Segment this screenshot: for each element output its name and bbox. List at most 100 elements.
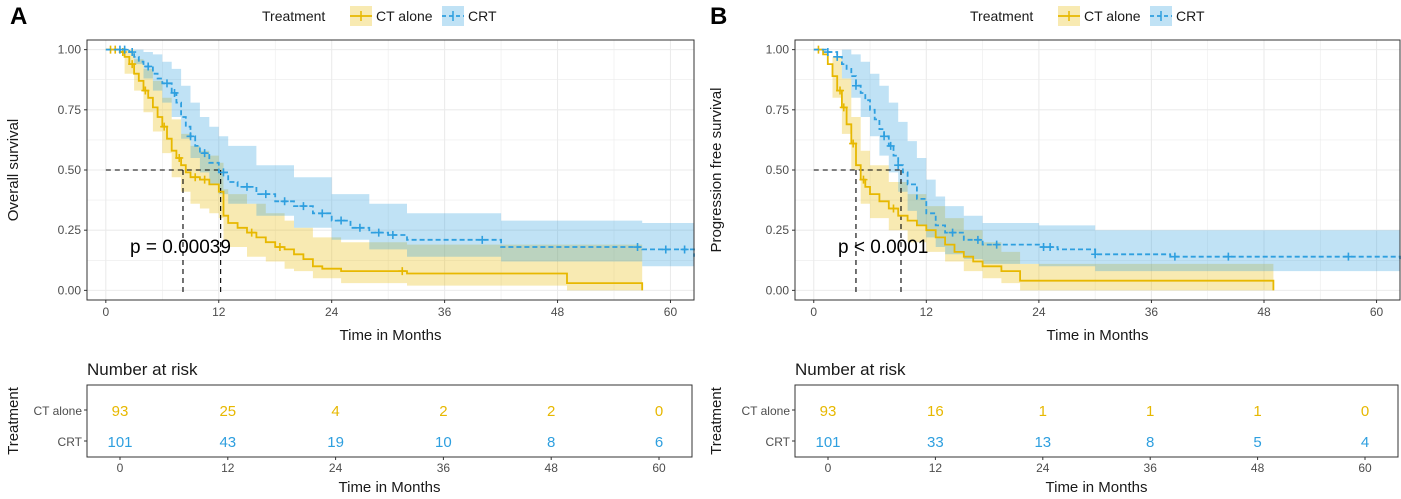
- risk-x-tick-label: 0: [117, 461, 124, 475]
- risk-row-label: CT alone: [742, 404, 791, 418]
- y-tick-label: 1.00: [766, 43, 790, 57]
- censor-mark-crt: [478, 235, 487, 244]
- risk-row-label: CRT: [58, 435, 83, 449]
- risk-x-axis-title: Time in Months: [1046, 479, 1148, 496]
- y-tick-label: 1.00: [58, 43, 82, 57]
- censor-mark-crt: [823, 48, 832, 57]
- risk-count: 101: [815, 434, 840, 451]
- censor-mark-crt: [973, 235, 982, 244]
- censor-mark-ct: [191, 173, 200, 182]
- censor-mark-crt: [170, 88, 179, 97]
- censor-mark-crt: [1046, 243, 1055, 252]
- risk-table-title: Number at risk: [795, 360, 906, 379]
- risk-y-axis-title: Treatment: [5, 386, 22, 455]
- gridlines: [87, 40, 694, 300]
- risk-count: 1: [1253, 403, 1261, 420]
- risk-x-tick-label: 60: [652, 461, 666, 475]
- panel-B: B Treatment CT alone CRT p < 0.0001 0.00 0.25 0…: [708, 3, 1401, 496]
- risk-count: 5: [1253, 434, 1261, 451]
- censor-mark-ct: [128, 60, 137, 69]
- censor-mark-crt: [200, 149, 209, 158]
- risk-x-tick-label: 12: [929, 461, 943, 475]
- risk-count: 16: [927, 403, 944, 420]
- risk-count: 101: [107, 434, 132, 451]
- legend-key-ct: [350, 6, 372, 26]
- risk-x-tick-label: 24: [329, 461, 343, 475]
- x-tick-label: 24: [1032, 305, 1046, 319]
- censor-mark-ct: [160, 122, 169, 131]
- risk-x-tick-label: 36: [1144, 461, 1158, 475]
- x-tick-label: 24: [325, 305, 339, 319]
- median-lines: [813, 169, 902, 293]
- censor-mark-crt: [242, 182, 251, 191]
- legend-key-ct: [1058, 6, 1080, 26]
- y-axis-title: Progression free survival: [708, 87, 725, 252]
- censor-mark-ct: [141, 86, 150, 95]
- panel-letter: B: [710, 3, 727, 30]
- legend-item-label: CT alone: [376, 8, 433, 24]
- censor-mark-crt: [144, 62, 153, 71]
- panel-letter: A: [10, 3, 27, 30]
- risk-table-border: [794, 384, 1399, 458]
- censor-mark-ct: [859, 175, 868, 184]
- y-axis-title: Overall survival: [5, 119, 22, 222]
- censor-mark-ct: [275, 243, 284, 252]
- risk-count: 19: [327, 434, 344, 451]
- censor-mark-crt: [388, 231, 397, 239]
- censor-mark-crt: [680, 245, 689, 254]
- censor-mark-crt: [851, 81, 860, 90]
- censor-mark-crt: [992, 240, 1001, 249]
- y-tick-label: 0.75: [58, 103, 82, 117]
- risk-y-axis-title: Treatment: [708, 386, 725, 455]
- risk-x-tick-label: 48: [545, 461, 559, 475]
- risk-x-tick-label: 60: [1358, 461, 1372, 475]
- x-tick-label: 0: [810, 305, 817, 319]
- x-tick-label: 48: [1257, 305, 1271, 319]
- censor-mark-crt: [833, 52, 842, 61]
- legend-key-crt: [442, 6, 464, 26]
- survival-curve-crt: [813, 48, 1401, 260]
- x-tick-label: 60: [664, 305, 678, 319]
- censor-mark-crt: [1091, 250, 1100, 259]
- censor-mark-ct: [175, 153, 184, 162]
- x-axis-title: Time in Months: [1047, 327, 1149, 344]
- risk-count: 4: [1361, 434, 1369, 451]
- ci-band-ct: [105, 49, 643, 291]
- risk-count: 13: [1034, 434, 1051, 451]
- legend-item-label: CRT: [468, 8, 497, 24]
- risk-count: 0: [655, 403, 663, 420]
- risk-count: 8: [547, 434, 555, 451]
- x-tick-label: 60: [1370, 305, 1384, 319]
- censor-mark-crt: [661, 245, 670, 254]
- risk-count: 43: [219, 434, 236, 451]
- censor-mark-crt: [894, 161, 903, 170]
- risk-count: 33: [927, 434, 944, 451]
- panel-A: A Treatment CT alone CRT p = 0.00039 0.00 0.25…: [5, 3, 695, 496]
- legend-item-label: CT alone: [1084, 8, 1141, 24]
- censor-mark-crt: [280, 197, 289, 206]
- risk-x-axis-title: Time in Months: [339, 479, 441, 496]
- risk-row-label: CT alone: [34, 404, 83, 418]
- risk-table: Number at risk CT alone 93 25 4 2 2 0 CRT 101 43 19…: [5, 360, 693, 496]
- censor-mark-crt: [1344, 252, 1353, 261]
- survival-curve-ct: [105, 48, 644, 291]
- risk-table: Number at risk CT alone 93 16 1 1 1 0 CRT 101 33 13…: [708, 360, 1399, 496]
- risk-x-tick-label: 0: [825, 461, 832, 475]
- risk-count: 93: [820, 403, 837, 420]
- censor-mark-crt: [261, 190, 270, 199]
- censor-mark-ct: [849, 139, 858, 148]
- y-tick-label: 0.25: [58, 223, 82, 237]
- y-tick-label: 0.75: [766, 103, 790, 117]
- x-tick-label: 48: [551, 305, 565, 319]
- x-tick-label: 12: [920, 305, 934, 319]
- risk-x-tick-label: 48: [1251, 461, 1265, 475]
- risk-count: 8: [1146, 434, 1154, 451]
- x-tick-label: 0: [102, 305, 109, 319]
- censor-mark-crt: [1224, 252, 1233, 261]
- y-tick-label: 0.00: [58, 283, 82, 297]
- censor-mark-ct: [836, 86, 845, 95]
- censor-mark-ct: [247, 228, 256, 237]
- risk-x-tick-label: 12: [221, 461, 235, 475]
- risk-count: 93: [112, 403, 129, 420]
